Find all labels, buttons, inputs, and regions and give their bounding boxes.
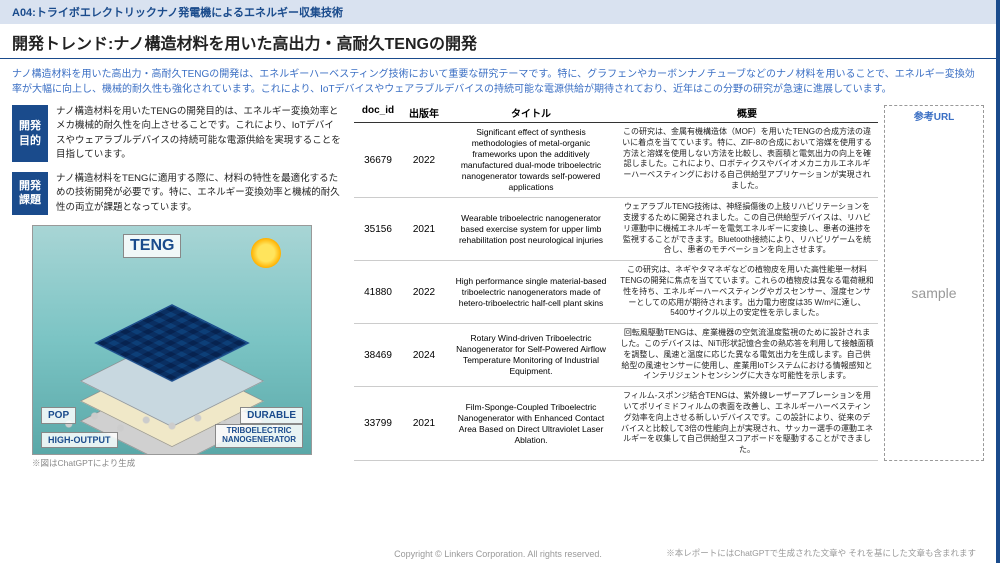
table-wrap: doc_id 出版年 タイトル 概要 366792022Significant … xyxy=(354,105,984,461)
teng-device xyxy=(82,288,262,418)
cell-summary: この研究は、ネギやタマネギなどの植物皮を用いた高性能単一材料TENGの開発に焦点… xyxy=(616,265,878,319)
ref-url-column: 参考URL sample xyxy=(884,105,984,461)
teng-illustration: TENG POP DURABLE HIGH-OUTPUT TRIBOELECTR… xyxy=(32,225,312,455)
references-table: doc_id 出版年 タイトル 概要 366792022Significant … xyxy=(354,105,878,461)
cell-year: 2021 xyxy=(402,202,446,256)
purpose-block: 開発 目的 ナノ構造材料を用いたTENGの開発目的は、エネルギー変換効率とメカ機… xyxy=(12,105,342,162)
purpose-label: 開発 目的 xyxy=(12,105,48,162)
cell-title: Significant effect of synthesis methodol… xyxy=(446,127,616,193)
body-area: 開発 目的 ナノ構造材料を用いたTENGの開発目的は、エネルギー変換効率とメカ機… xyxy=(0,105,996,469)
issue-label: 開発 課題 xyxy=(12,172,48,215)
cell-title: Film-Sponge-Coupled Triboelectric Nanoge… xyxy=(446,391,616,456)
label-pop: POP xyxy=(41,407,76,424)
cell-summary: 回転風駆動TENGは、産業機器の空気流温度監視のために設計されました。このデバイ… xyxy=(616,328,878,382)
label-nanogen-l2: NANOGENERATOR xyxy=(222,436,296,445)
header-docid: doc_id xyxy=(354,105,402,120)
purpose-label-l1: 開発 xyxy=(19,119,41,133)
cell-title: Rotary Wind-driven Triboelectric Nanogen… xyxy=(446,328,616,382)
header-title: タイトル xyxy=(446,105,616,120)
purpose-label-l2: 目的 xyxy=(19,134,41,148)
table-row: 366792022Significant effect of synthesis… xyxy=(354,123,878,198)
table-row: 384692024Rotary Wind-driven Triboelectri… xyxy=(354,324,878,387)
issue-label-l1: 開発 xyxy=(19,179,41,193)
cell-summary: ウェアラブルTENG技術は、神経損傷後の上肢リハビリテーションを支援するために開… xyxy=(616,202,878,256)
cell-summary: フィルム-スポンジ結合TENGは、紫外線レーザーアブレーションを用いてポリイミド… xyxy=(616,391,878,456)
table-row: 418802022High performance single materia… xyxy=(354,261,878,324)
page-title: 開発トレンド:ナノ構造材料を用いた高出力・高耐久TENGの開発 xyxy=(12,30,984,54)
header-code: A04:トライボエレクトリックナノ発電機によるエネルギー収集技術 xyxy=(0,0,996,24)
cell-docid: 41880 xyxy=(354,265,402,319)
page-container: A04:トライボエレクトリックナノ発電機によるエネルギー収集技術 開発トレンド:… xyxy=(0,0,1000,563)
cell-title: High performance single material-based t… xyxy=(446,265,616,319)
cell-docid: 35156 xyxy=(354,202,402,256)
label-durable: DURABLE xyxy=(240,407,303,424)
left-column: 開発 目的 ナノ構造材料を用いたTENGの開発目的は、エネルギー変換効率とメカ機… xyxy=(12,105,342,469)
footer-bar: ※本レポートにはChatGPTで生成された文章や それを基にした文章も含まれます xyxy=(0,547,996,559)
label-nanogen: TRIBOELECTRIC NANOGENERATOR xyxy=(215,424,303,448)
label-high-output: HIGH-OUTPUT xyxy=(41,432,118,448)
right-column: doc_id 出版年 タイトル 概要 366792022Significant … xyxy=(354,105,984,469)
ref-sample-text: sample xyxy=(885,125,983,460)
label-teng: TENG xyxy=(123,234,181,258)
footer-note: ※本レポートにはChatGPTで生成された文章や それを基にした文章も含まれます xyxy=(666,547,976,559)
title-bar: 開発トレンド:ナノ構造材料を用いた高出力・高耐久TENGの開発 xyxy=(0,24,996,59)
cell-year: 2022 xyxy=(402,127,446,193)
intro-text: ナノ構造材料を用いた高出力・高耐久TENGの開発は、エネルギーハーベスティング技… xyxy=(0,59,996,105)
table-row: 351562021Wearable triboelectric nanogene… xyxy=(354,198,878,261)
issue-block: 開発 課題 ナノ構造材料をTENGに適用する際に、材料の特性を最適化するための技… xyxy=(12,172,342,215)
issue-label-l2: 課題 xyxy=(19,193,41,207)
purpose-text: ナノ構造材料を用いたTENGの開発目的は、エネルギー変換効率とメカ機械的耐久性を… xyxy=(56,105,342,162)
cell-docid: 36679 xyxy=(354,127,402,193)
image-caption: ※図はChatGPTにより生成 xyxy=(32,457,342,469)
header-year: 出版年 xyxy=(402,105,446,120)
header-ref: 参考URL xyxy=(885,106,983,125)
cell-year: 2022 xyxy=(402,265,446,319)
cell-docid: 38469 xyxy=(354,328,402,382)
cell-year: 2024 xyxy=(402,328,446,382)
cell-year: 2021 xyxy=(402,391,446,456)
header-summary: 概要 xyxy=(616,105,878,120)
issue-text: ナノ構造材料をTENGに適用する際に、材料の特性を最適化するための技術開発が必要… xyxy=(56,172,342,215)
sun-icon xyxy=(251,238,281,268)
table-row: 337992021Film-Sponge-Coupled Triboelectr… xyxy=(354,387,878,461)
table-header-row: doc_id 出版年 タイトル 概要 xyxy=(354,105,878,123)
cell-summary: この研究は、金属有機構造体（MOF）を用いたTENGの合成方法の違いに着点を当て… xyxy=(616,127,878,193)
table-body: 366792022Significant effect of synthesis… xyxy=(354,123,878,461)
cell-title: Wearable triboelectric nanogenerator bas… xyxy=(446,202,616,256)
cell-docid: 33799 xyxy=(354,391,402,456)
